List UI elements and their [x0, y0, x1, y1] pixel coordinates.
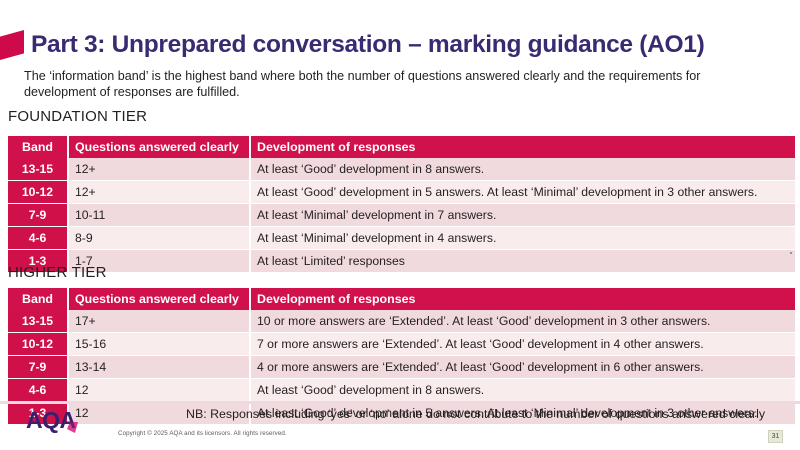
cell-questions: 15-16 — [68, 332, 251, 356]
table-row: 10-12 15-16 7 or more answers are ‘Exten… — [8, 332, 795, 356]
cell-band: 7-9 — [8, 355, 69, 379]
cell-development: At least ‘Minimal’ development in 7 answ… — [250, 203, 795, 227]
title-flag-icon — [0, 30, 24, 60]
cell-band: 4-6 — [8, 378, 69, 402]
cell-development: 4 or more answers are ‘Extended’. At lea… — [250, 355, 795, 379]
table-header-row: Band Questions answered clearly Developm… — [8, 136, 795, 158]
table-row: 4-6 12 At least ‘Good’ development in 8 … — [8, 378, 795, 402]
aqa-logo: AQA AQA — [26, 407, 114, 434]
column-header-questions: Questions answered clearly — [68, 288, 251, 310]
cell-development: 10 or more answers are ‘Extended’. At le… — [250, 310, 795, 333]
copyright-text: Copyright © 2025 AQA and its licensors. … — [118, 430, 287, 437]
table-row: 7-9 13-14 4 or more answers are ‘Extende… — [8, 355, 795, 379]
cell-questions: 12+ — [68, 158, 251, 181]
foundation-tier-table: Band Questions answered clearly Developm… — [8, 136, 795, 273]
intro-paragraph: The ‘information band’ is the highest ba… — [24, 69, 701, 100]
cell-questions: 12 — [68, 378, 251, 402]
cell-band: 1-3 — [8, 249, 69, 273]
table-row: 1-3 1-7 At least ‘Limited’ responses — [8, 249, 795, 273]
cell-questions: 8-9 — [68, 226, 251, 250]
cell-development: At least ‘Good’ development in 5 answers… — [250, 401, 795, 425]
page-number-badge: 31 — [768, 430, 783, 443]
column-header-band: Band — [8, 288, 69, 310]
svg-text:AQA: AQA — [26, 408, 76, 433]
table-row: 7-9 10-11 At least ‘Minimal’ development… — [8, 203, 795, 227]
cell-band: 1-3 — [8, 401, 69, 425]
cell-questions: 17+ — [68, 310, 251, 333]
cell-band: 10-12 — [8, 180, 69, 204]
cell-questions: 12+ — [68, 180, 251, 204]
column-header-band: Band — [8, 136, 69, 158]
column-header-questions: Questions answered clearly — [68, 136, 251, 158]
table-header-row: Band Questions answered clearly Developm… — [8, 288, 795, 310]
cell-development: At least ‘Good’ development in 5 answers… — [250, 180, 795, 204]
cell-development: At least ‘Good’ development in 8 answers… — [250, 158, 795, 181]
cell-questions: 10-11 — [68, 203, 251, 227]
page-title: Part 3: Unprepared conversation – markin… — [31, 30, 705, 58]
table-row: 10-12 12+ At least ‘Good’ development in… — [8, 180, 795, 204]
table-row: 4-6 8-9 At least ‘Minimal’ development i… — [8, 226, 795, 250]
cell-development: At least ‘Limited’ responses — [250, 249, 795, 273]
table-row: 13-15 17+ 10 or more answers are ‘Extend… — [8, 310, 795, 333]
cell-band: 7-9 — [8, 203, 69, 227]
column-header-development: Development of responses — [250, 136, 795, 158]
higher-tier-table: Band Questions answered clearly Developm… — [8, 288, 795, 425]
cell-band: 4-6 — [8, 226, 69, 250]
cell-band: 10-12 — [8, 332, 69, 356]
column-header-development: Development of responses — [250, 288, 795, 310]
cell-band: 13-15 — [8, 310, 69, 333]
cell-band: 13-15 — [8, 158, 69, 181]
higher-tier-heading: HIGHER TIER — [8, 264, 107, 281]
nb-note: NB: Responses including ‘yes’ or ‘no’ al… — [186, 407, 766, 421]
foundation-tier-heading: FOUNDATION TIER — [8, 108, 148, 125]
cell-development: At least ‘Minimal’ development in 4 answ… — [250, 226, 795, 250]
table-row: 13-15 12+ At least ‘Good’ development in… — [8, 158, 795, 181]
table-row: 1-3 12 At least ‘Good’ development in 5 … — [8, 401, 795, 425]
cell-development: 7 or more answers are ‘Extended’. At lea… — [250, 332, 795, 356]
footer-divider — [0, 401, 800, 404]
cell-questions: 13-14 — [68, 355, 251, 379]
cell-questions: 12 — [68, 401, 251, 425]
slide-title-row: Part 3: Unprepared conversation – markin… — [0, 28, 705, 62]
cell-development: At least ‘Good’ development in 8 answers… — [250, 378, 795, 402]
stray-mark — [790, 252, 792, 254]
cell-questions: 1-7 — [68, 249, 251, 273]
